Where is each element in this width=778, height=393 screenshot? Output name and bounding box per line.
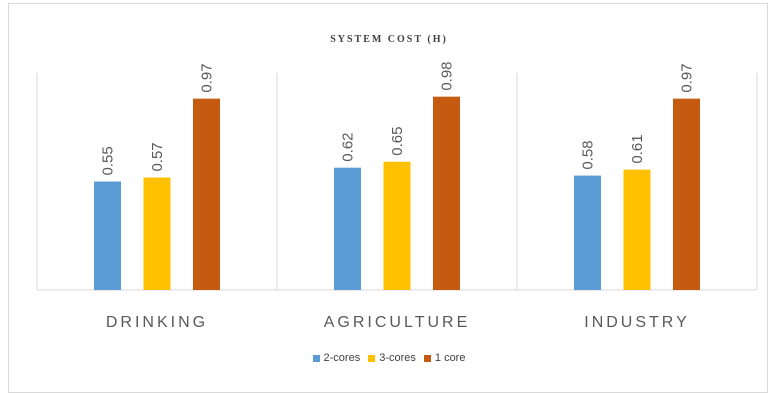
- x-tick-label: AGRICULTURE: [324, 314, 471, 331]
- data-label: 0.97: [199, 63, 216, 92]
- legend-label: 2-cores: [323, 352, 361, 364]
- legend: 2-cores 3-cores 1 core: [0, 352, 778, 365]
- legend-item: 2-cores: [312, 352, 361, 364]
- x-tick-label: DRINKING: [106, 314, 208, 331]
- legend-item: 1 core: [423, 352, 466, 364]
- bar-3-cores-industry: [623, 169, 651, 290]
- data-label: 0.65: [389, 127, 406, 156]
- data-label: 0.62: [340, 132, 357, 161]
- legend-swatch: [312, 354, 320, 362]
- x-tick-label: INDUSTRY: [584, 314, 690, 331]
- chart-title: SYSTEM COST (H): [330, 34, 448, 45]
- bar-1-core-drinking: [193, 98, 220, 291]
- bar-3-cores-drinking: [143, 177, 171, 290]
- bar-2-cores-drinking: [94, 181, 121, 290]
- data-label: 0.57: [149, 142, 166, 171]
- legend-swatch: [423, 354, 431, 362]
- bar-3-cores-agriculture: [383, 161, 411, 290]
- legend-label: 3-cores: [379, 352, 416, 364]
- bar-1-core-agriculture: [433, 96, 460, 290]
- data-label: 0.97: [679, 63, 696, 92]
- bar-1-core-industry: [673, 98, 700, 291]
- legend-label: 1 core: [434, 352, 466, 364]
- data-label: 0.61: [629, 134, 646, 163]
- bar-2-cores-industry: [574, 175, 601, 290]
- data-label: 0.58: [580, 140, 597, 169]
- data-label: 0.55: [100, 146, 117, 175]
- bar-2-cores-agriculture: [334, 167, 361, 290]
- plot-area: 0.55 0.57 0.97 DRINKING 0.62 0.65 0.98 AGRICULT…: [36, 61, 758, 331]
- data-label: 0.98: [439, 61, 456, 90]
- legend-swatch: [368, 354, 376, 362]
- legend-item: 3-cores: [368, 352, 416, 364]
